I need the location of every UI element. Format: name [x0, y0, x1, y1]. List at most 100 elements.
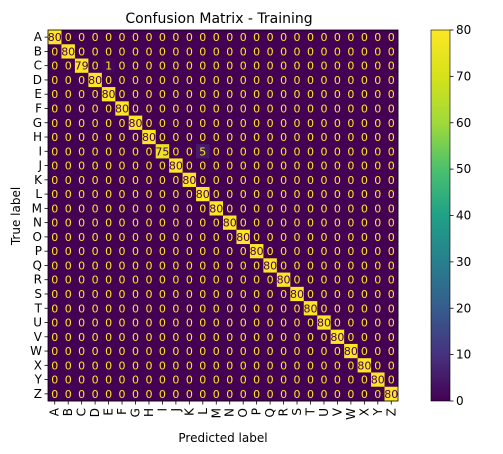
- cell-T-T: [303, 301, 318, 316]
- cell-value-K-W: 0: [347, 174, 354, 187]
- x-tick-label-Z: Z: [384, 408, 398, 416]
- cell-E-M: [209, 87, 224, 102]
- x-tick-label-P: P: [250, 408, 264, 415]
- cell-G-N: [223, 115, 237, 131]
- cell-Y-C: [74, 372, 89, 388]
- cell-F-I: [155, 101, 170, 116]
- cell-N-N: [223, 215, 237, 231]
- cell-value-Q-S: 0: [294, 259, 301, 272]
- cell-Q-S: [290, 258, 305, 273]
- cell-R-H: [142, 272, 157, 288]
- cell-value-Y-H: 0: [145, 374, 152, 387]
- cell-value-O-B: 0: [65, 231, 72, 244]
- cell-value-S-G: 0: [132, 288, 139, 301]
- cell-value-V-C: 0: [78, 331, 85, 344]
- cell-V-A: [48, 329, 62, 345]
- cell-M-P: [249, 201, 264, 216]
- cell-O-N: [223, 229, 237, 245]
- cell-value-C-R: 0: [280, 60, 287, 73]
- cell-value-N-P: 0: [253, 217, 260, 230]
- cell-N-Y: [371, 215, 385, 231]
- cell-T-I: [155, 301, 170, 316]
- cell-B-N: [223, 44, 237, 59]
- cell-value-G-Y: 0: [374, 117, 381, 130]
- cell-C-B: [61, 58, 76, 74]
- cell-X-O: [236, 358, 251, 373]
- cell-value-M-Z: 0: [388, 202, 395, 215]
- cell-Q-E: [101, 258, 116, 273]
- cell-S-U: [317, 286, 332, 302]
- cell-Y-V: [330, 372, 345, 388]
- cell-O-R: [276, 229, 291, 245]
- cell-value-X-Y: 0: [374, 359, 381, 372]
- cell-value-E-R: 0: [280, 88, 287, 101]
- cell-value-R-H: 0: [145, 274, 152, 287]
- cell-value-D-Y: 0: [374, 74, 381, 87]
- cell-T-P: [249, 301, 264, 316]
- cell-value-W-H: 0: [145, 345, 152, 358]
- cell-value-I-U: 0: [320, 145, 327, 158]
- cell-I-E: [101, 144, 116, 159]
- cell-F-R: [276, 101, 291, 116]
- cell-value-P-P: 80: [250, 245, 264, 258]
- cell-value-I-E: 0: [105, 145, 112, 158]
- cell-value-L-D: 0: [92, 188, 99, 201]
- cell-value-A-P: 0: [253, 31, 260, 44]
- cell-D-S: [290, 72, 305, 88]
- cell-Z-R: [276, 386, 291, 402]
- cell-value-C-T: 0: [307, 60, 314, 73]
- cell-L-I: [155, 186, 170, 202]
- cell-value-N-R: 0: [280, 217, 287, 230]
- cell-J-A: [48, 158, 62, 174]
- cell-value-J-M: 0: [213, 160, 220, 173]
- cell-value-E-X: 0: [361, 88, 368, 101]
- cell-value-Q-P: 0: [253, 259, 260, 272]
- cell-value-G-N: 0: [226, 117, 233, 130]
- cell-value-Z-O: 0: [240, 388, 247, 401]
- x-tick-label-J: J: [169, 408, 183, 413]
- cell-T-X: [357, 301, 372, 316]
- cell-value-A-Y: 0: [374, 31, 381, 44]
- cell-M-H: [142, 201, 157, 216]
- cell-value-N-M: 0: [213, 217, 220, 230]
- cell-value-D-R: 0: [280, 74, 287, 87]
- cell-value-O-Z: 0: [388, 231, 395, 244]
- cell-value-G-G: 80: [129, 117, 143, 130]
- cell-B-B: [61, 44, 76, 59]
- cell-N-R: [276, 215, 291, 231]
- cell-value-P-F: 0: [119, 245, 126, 258]
- y-tick-label-M: M: [32, 201, 42, 215]
- cell-value-T-Z: 0: [388, 302, 395, 315]
- cell-value-W-A: 0: [51, 345, 58, 358]
- cell-J-G: [128, 158, 143, 174]
- cell-M-O: [236, 201, 251, 216]
- cell-value-J-B: 0: [65, 160, 72, 173]
- cell-value-I-S: 0: [294, 145, 301, 158]
- cell-value-W-X: 0: [361, 345, 368, 358]
- cell-value-J-X: 0: [361, 160, 368, 173]
- cell-J-O: [236, 158, 251, 174]
- cell-value-F-S: 0: [294, 102, 301, 115]
- cell-O-J: [169, 229, 183, 245]
- x-tick-label-L: L: [196, 408, 210, 415]
- cell-value-W-B: 0: [65, 345, 72, 358]
- cell-value-I-G: 0: [132, 145, 139, 158]
- cell-value-E-N: 0: [226, 88, 233, 101]
- cell-value-X-C: 0: [78, 359, 85, 372]
- cell-Q-X: [357, 258, 372, 273]
- cell-K-V: [330, 172, 345, 188]
- cell-V-G: [128, 329, 143, 345]
- cell-P-R: [276, 244, 291, 259]
- cell-value-Y-C: 0: [78, 374, 85, 387]
- cell-value-V-J: 0: [172, 331, 179, 344]
- colorbar-tick-label-30: 30: [456, 255, 471, 269]
- cell-J-E: [101, 158, 116, 174]
- cell-value-D-Q: 0: [267, 74, 274, 87]
- x-tick-label-A: A: [48, 407, 62, 416]
- cell-H-G: [128, 129, 143, 145]
- cell-L-U: [317, 186, 332, 202]
- cell-value-C-N: 0: [226, 60, 233, 73]
- cell-P-E: [101, 244, 116, 259]
- cell-value-I-Z: 0: [388, 145, 395, 158]
- cell-N-P: [249, 215, 264, 231]
